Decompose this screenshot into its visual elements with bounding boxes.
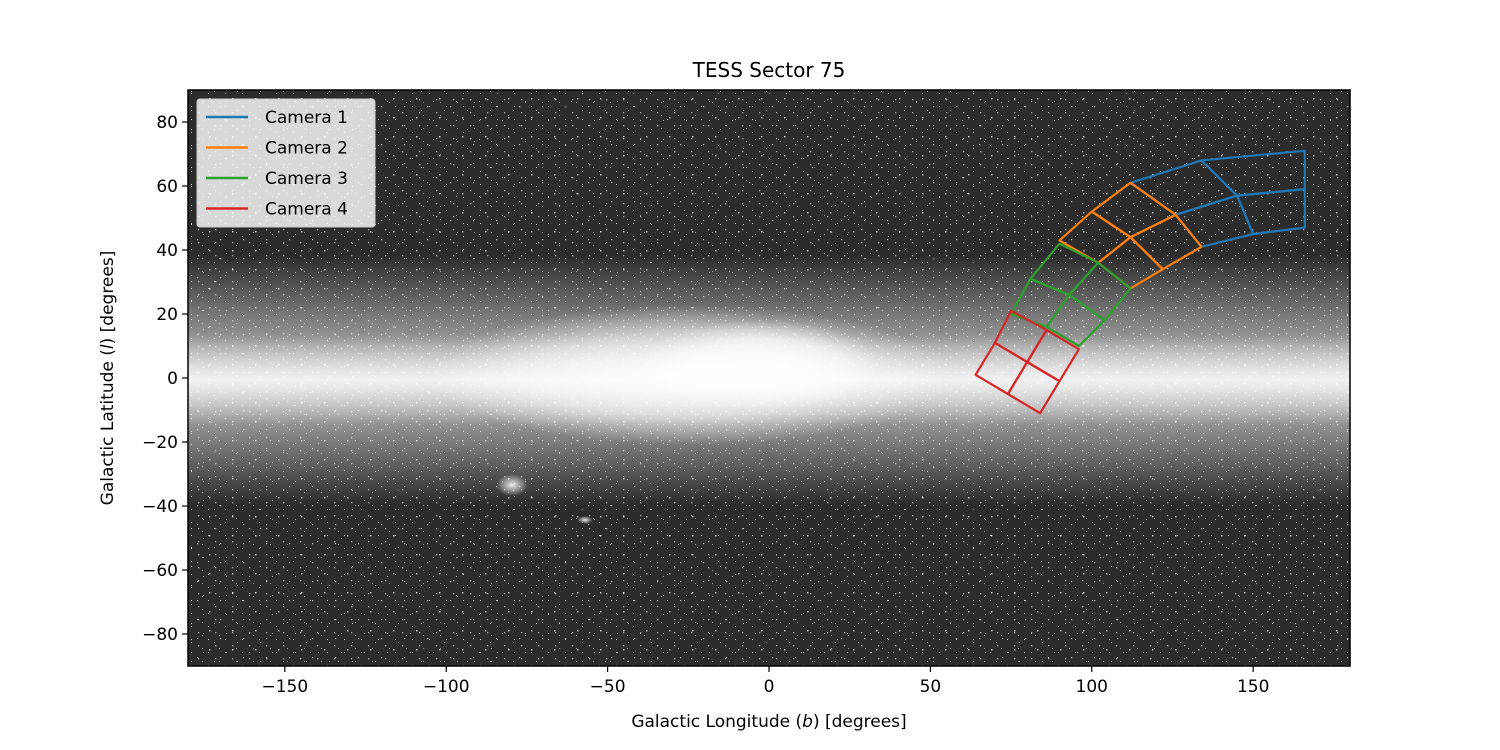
x-tick-label: 0 <box>764 677 775 697</box>
legend-box <box>196 98 376 228</box>
y-tick-label: −60 <box>142 561 178 581</box>
y-tick-label: 80 <box>156 113 178 133</box>
y-tick-label: 40 <box>156 241 178 261</box>
legend-label: Camera 4 <box>265 200 348 220</box>
galactic-bulge-core <box>640 320 880 410</box>
camera-4-ccd-4 <box>1006 360 1061 415</box>
camera-3-footprint <box>1009 242 1132 348</box>
y-tick-label: 60 <box>156 177 178 197</box>
chart-title: TESS Sector 75 <box>692 58 846 82</box>
camera-4-footprint <box>974 309 1081 415</box>
y-tick-label: 20 <box>156 305 178 325</box>
legend-label: Camera 1 <box>265 108 348 128</box>
small-magellanic-cloud <box>577 516 593 524</box>
sky-background <box>188 90 1350 666</box>
y-axis: −80 −60 −40 −20 0 20 40 60 80 <box>142 113 188 645</box>
x-tick-label: −50 <box>590 677 626 697</box>
y-tick-label: 0 <box>167 369 178 389</box>
large-magellanic-cloud <box>496 474 528 496</box>
x-axis-label: Galactic Longitude (b) [degrees] <box>631 712 906 732</box>
camera-footprints <box>974 149 1306 415</box>
legend-label: Camera 2 <box>265 139 348 159</box>
x-tick-label: −100 <box>423 677 470 697</box>
camera-3-ccd-4 <box>1045 293 1106 348</box>
y-axis-label: Galactic Latitude (l) [degrees] <box>98 251 118 506</box>
x-tick-label: 50 <box>920 677 942 697</box>
y-tick-label: −20 <box>142 433 178 453</box>
x-tick-label: 100 <box>1076 677 1108 697</box>
x-axis: −150 −100 −50 0 50 100 150 <box>261 666 1269 697</box>
x-tick-label: −150 <box>261 677 308 697</box>
y-tick-label: −40 <box>142 497 178 517</box>
legend-label: Camera 3 <box>265 169 348 189</box>
x-tick-label: 150 <box>1237 677 1269 697</box>
legend: Camera 1 Camera 2 Camera 3 Camera 4 <box>196 98 376 228</box>
y-tick-label: −80 <box>142 625 178 645</box>
